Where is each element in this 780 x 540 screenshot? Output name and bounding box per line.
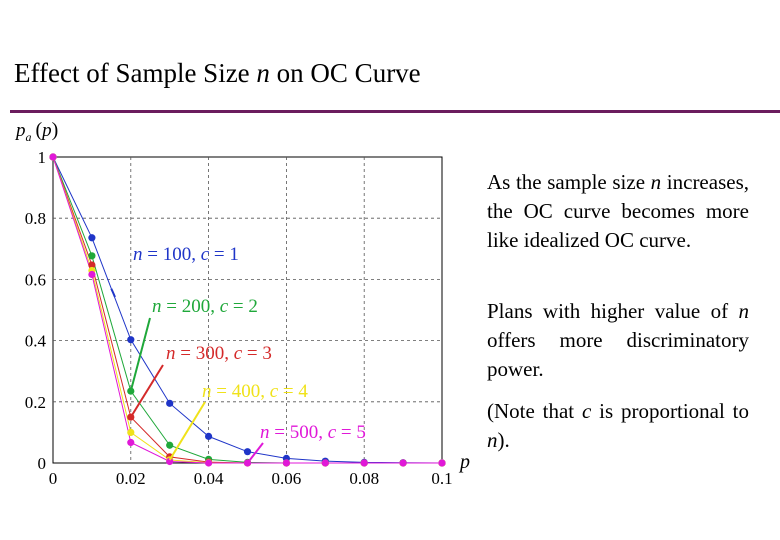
series-1-point <box>88 234 96 242</box>
series-4-point <box>127 428 135 436</box>
y-tick-label: 0 <box>38 454 47 473</box>
annotation-pointer-2 <box>129 317 151 392</box>
series-5-point <box>360 459 368 467</box>
y-tick-label: 0.6 <box>25 270 46 289</box>
x-axis-label: p <box>458 451 470 473</box>
y-tick-label: 0.4 <box>25 332 47 351</box>
series-5-point <box>399 459 407 467</box>
annotation-pointer-1 <box>110 288 116 298</box>
annotation-label-5: n = 500, c = 5 <box>260 422 366 443</box>
annotation-pointer-5 <box>246 442 264 464</box>
series-5-point <box>205 459 213 467</box>
title-divider <box>10 110 780 113</box>
paragraph-sample-size: As the sample size n increases, the OC c… <box>487 170 749 252</box>
series-1-point <box>166 399 174 407</box>
paragraph-discriminatory-power: Plans with higher value of n offers more… <box>487 299 749 381</box>
annotation-pointer-4 <box>168 401 206 461</box>
y-tick-label: 0.8 <box>25 209 46 228</box>
series-5-point <box>282 459 290 467</box>
x-tick-label: 0.1 <box>431 469 452 488</box>
y-tick-label: 1 <box>38 148 47 167</box>
series-5-point <box>321 459 329 467</box>
series-1-point <box>205 432 213 440</box>
series-5-point <box>438 459 446 467</box>
series-1-point <box>127 336 135 344</box>
x-tick-label: 0.04 <box>194 469 224 488</box>
y-tick-label: 0.2 <box>25 393 46 412</box>
series-2-point <box>166 441 174 449</box>
series-5-point <box>127 438 135 447</box>
y-axis-label: pa (p) <box>14 119 58 144</box>
series-5-point <box>49 153 57 161</box>
series-5-point <box>166 457 174 466</box>
series-5-point <box>88 270 96 279</box>
page-title: Effect of Sample Size n on OC Curve <box>14 58 421 88</box>
annotation-label-2: n = 200, c = 2 <box>152 296 258 317</box>
series-2-point <box>88 252 96 260</box>
x-tick-label: 0.08 <box>349 469 379 488</box>
paragraph-note: (Note that c is proportional to n). <box>487 399 750 452</box>
x-tick-label: 0.06 <box>272 469 302 488</box>
x-tick-label: 0 <box>49 469 58 488</box>
series-1-point <box>243 448 252 456</box>
x-tick-label: 0.02 <box>116 469 146 488</box>
series-3-point <box>88 261 96 269</box>
annotation-label-3: n = 300, c = 3 <box>166 343 272 364</box>
annotation-label-4: n = 400, c = 4 <box>202 381 308 402</box>
annotation-label-1: n = 100, c = 1 <box>133 244 239 265</box>
annotation-pointer-3 <box>129 364 164 418</box>
